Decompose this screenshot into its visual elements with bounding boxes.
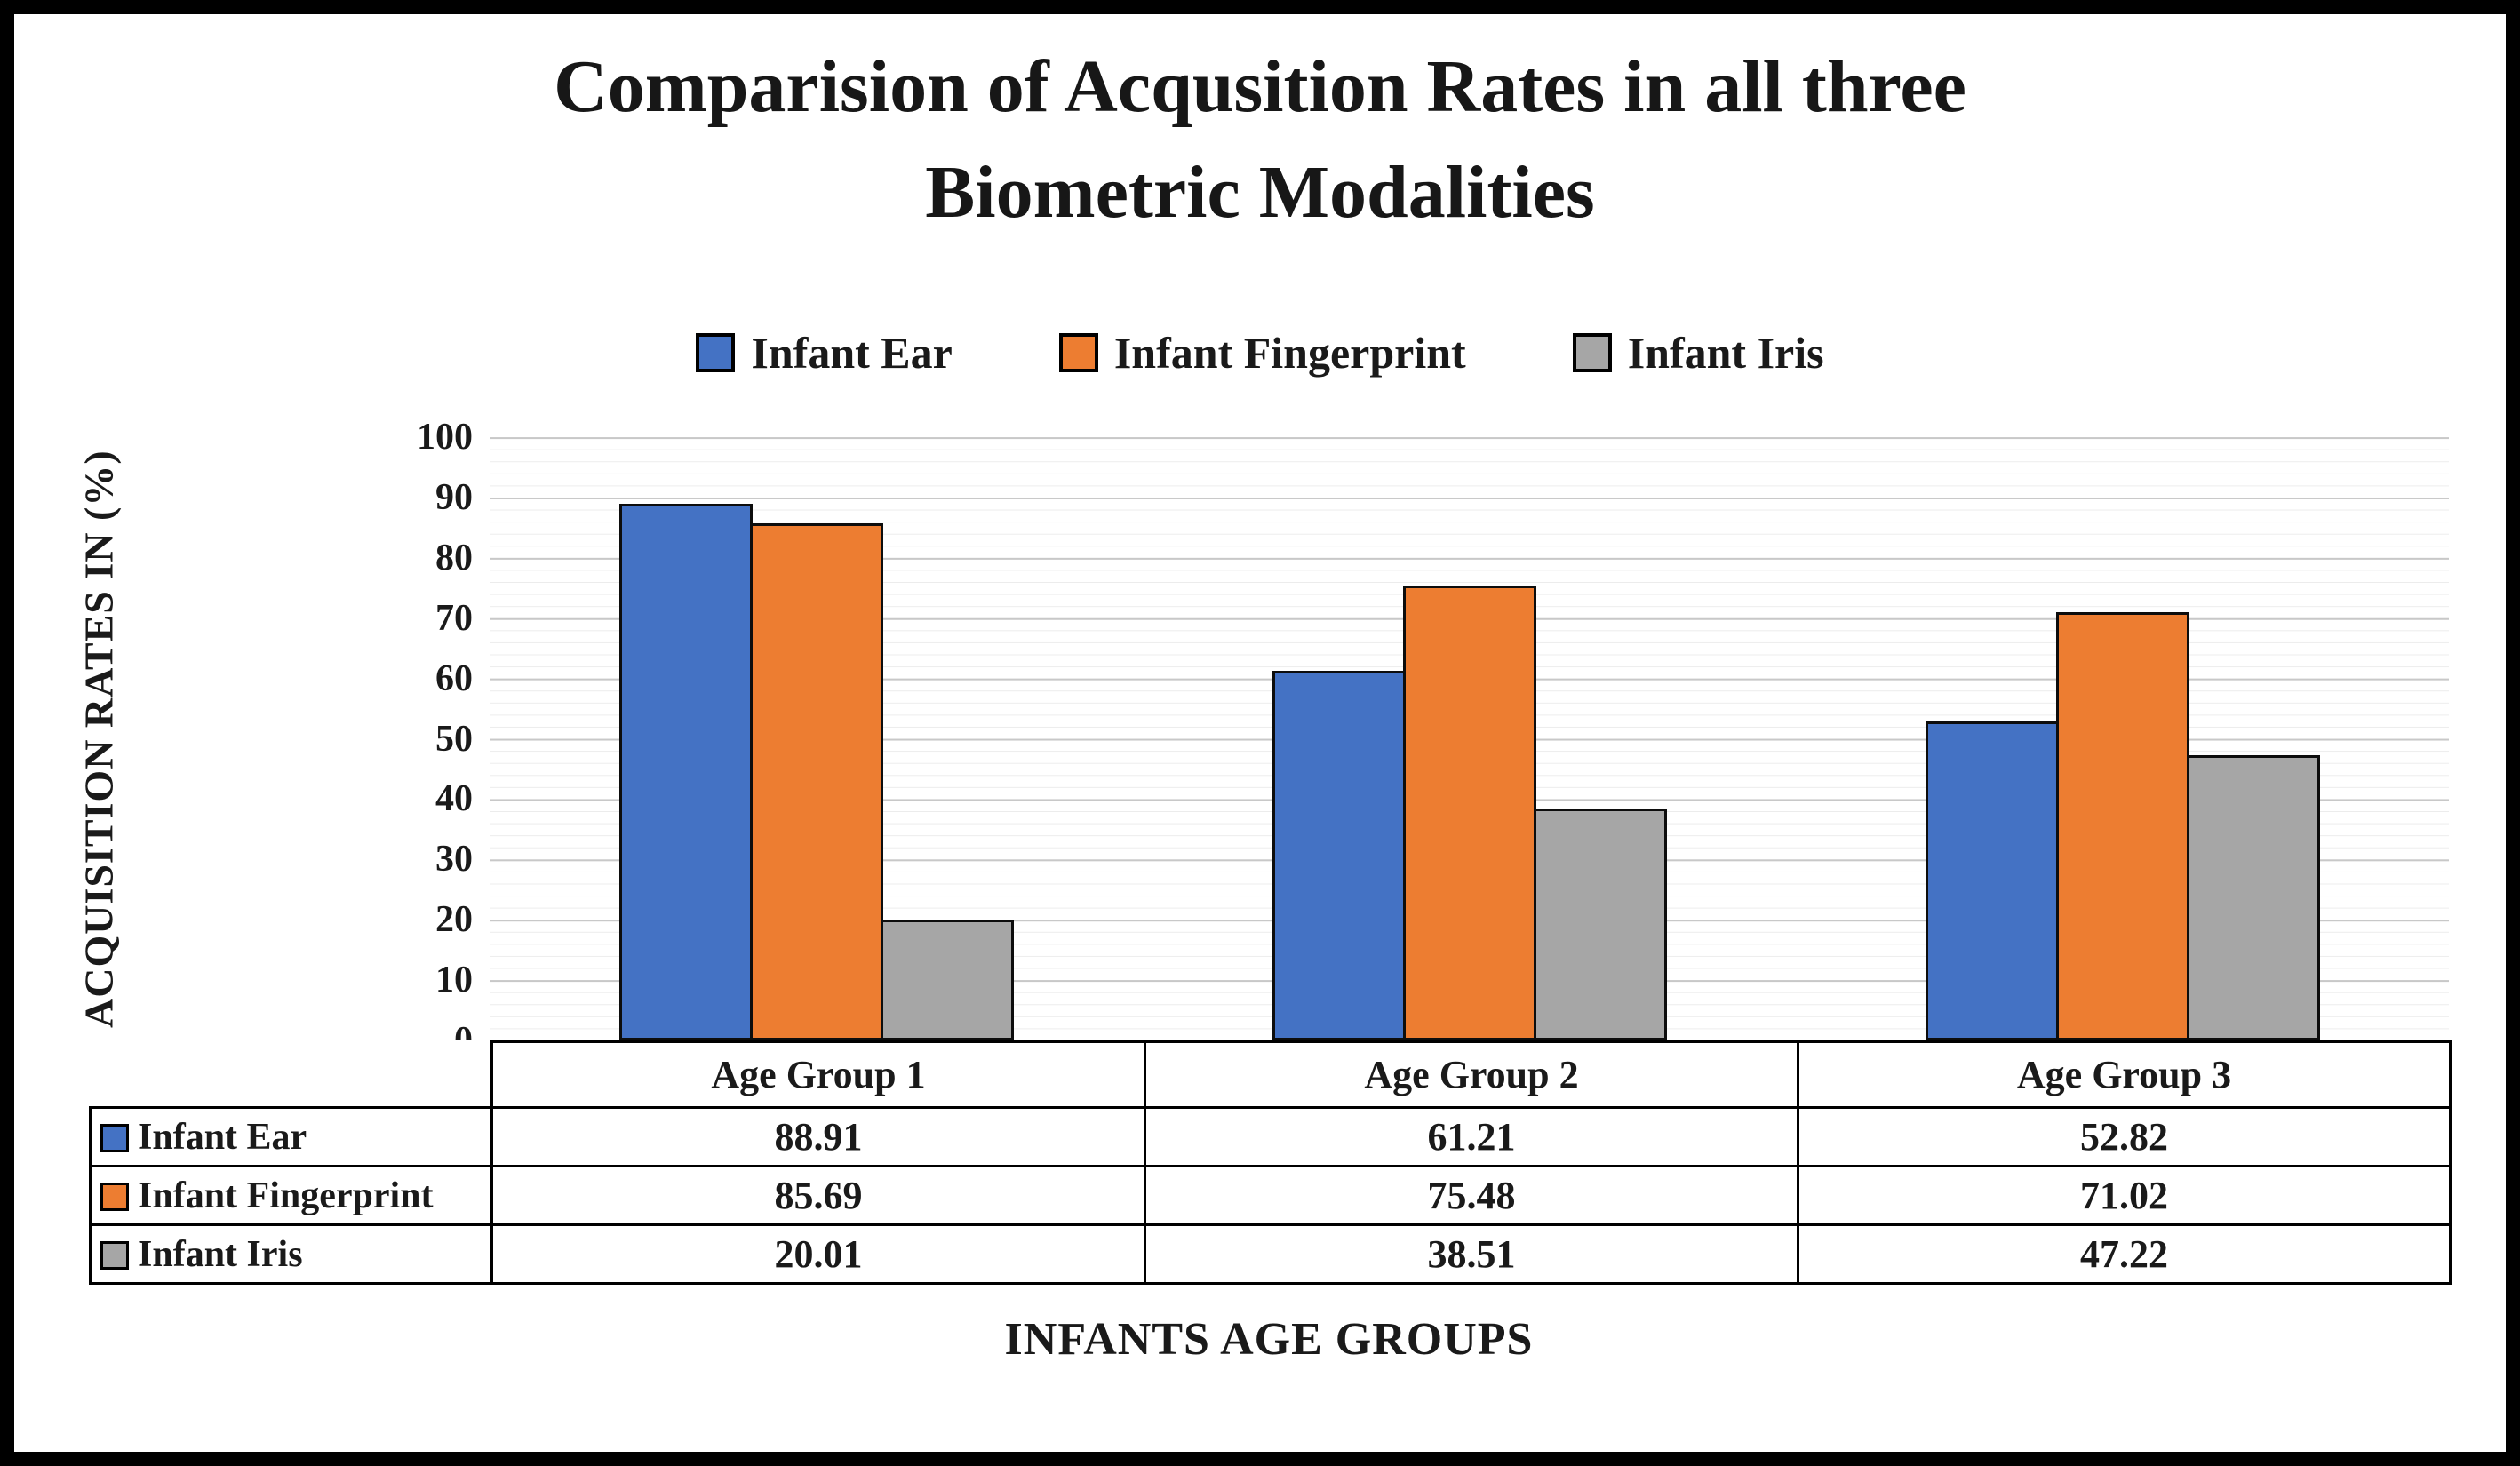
y-axis-tick-labels: 0102030405060708090100: [331, 417, 473, 1061]
y-tick-60: 60: [435, 657, 473, 699]
legend-item-infant-iris: Infant Iris: [1572, 327, 1824, 378]
legend-item-infant-ear: Infant Ear: [696, 327, 953, 378]
y-tick-90: 90: [435, 476, 473, 518]
series-name: Infant Iris: [138, 1233, 303, 1275]
legend-label: Infant Iris: [1627, 328, 1824, 378]
value-infant-fingerprint-age-group-1: 85.69: [490, 1165, 1146, 1226]
y-tick-80: 80: [435, 537, 473, 578]
bar-infant-iris-age-group-3: [2186, 755, 2320, 1040]
y-tick-40: 40: [435, 778, 473, 820]
chart-title-line-2: Biometric Modalities: [925, 151, 1595, 235]
bar-infant-fingerprint-age-group-3: [2055, 611, 2189, 1040]
bar-infant-fingerprint-age-group-1: [750, 523, 884, 1040]
chart-title: Comparision of Acqusition Rates in all t…: [14, 34, 2506, 246]
table-header-row: Age Group 1 Age Group 2 Age Group 3: [91, 1040, 2452, 1109]
data-table-region: Age Group 1 Age Group 2 Age Group 3 Infant …: [89, 1040, 2452, 1285]
value-infant-iris-age-group-2: 38.51: [1144, 1223, 1799, 1285]
bar-infant-fingerprint-age-group-2: [1403, 585, 1536, 1040]
bar-infant-ear-age-group-3: [1925, 721, 2059, 1040]
chart-title-line-1: Comparision of Acqusition Rates in all t…: [554, 45, 1966, 128]
value-infant-fingerprint-age-group-3: 71.02: [1797, 1165, 2452, 1226]
series-swatch-icon: [100, 1240, 129, 1270]
data-table: Age Group 1 Age Group 2 Age Group 3 Infant …: [89, 1040, 2452, 1285]
table-row-infant-iris: Infant Iris 20.01 38.51 47.22: [89, 1223, 2452, 1285]
y-tick-70: 70: [435, 597, 473, 639]
bar-group-age-group-2: [1144, 437, 1797, 1040]
legend-swatch-icon: [1058, 333, 1098, 372]
value-infant-ear-age-group-2: 61.21: [1144, 1106, 1799, 1167]
plot-area: [490, 437, 2449, 1040]
x-axis-title: INFANTS AGE GROUPS: [1004, 1314, 1534, 1365]
table-corner-cell: [91, 1042, 492, 1108]
y-tick-30: 30: [435, 839, 473, 880]
value-infant-ear-age-group-1: 88.91: [490, 1106, 1146, 1167]
y-axis-title: ACQUISITION RATES IN (%): [76, 450, 122, 1029]
legend-swatch-icon: [1572, 333, 1612, 372]
y-tick-50: 50: [435, 718, 473, 760]
series-swatch-icon: [100, 1123, 129, 1152]
series-label-cell: Infant Iris: [89, 1223, 493, 1285]
bar-group-age-group-3: [1796, 437, 2449, 1040]
series-label-cell: Infant Ear: [89, 1106, 493, 1167]
category-header-age-group-1: Age Group 1: [490, 1040, 1146, 1109]
y-tick-100: 100: [417, 417, 473, 458]
table-row-infant-fingerprint: Infant Fingerprint 85.69 75.48 71.02: [89, 1165, 2452, 1226]
legend-label: Infant Fingerprint: [1113, 328, 1466, 378]
category-header-age-group-3: Age Group 3: [1797, 1040, 2452, 1109]
legend-item-infant-fingerprint: Infant Fingerprint: [1058, 327, 1466, 378]
value-infant-iris-age-group-1: 20.01: [490, 1223, 1146, 1285]
legend-label: Infant Ear: [751, 328, 953, 378]
series-swatch-icon: [100, 1182, 129, 1211]
series-name: Infant Ear: [138, 1116, 307, 1158]
value-infant-iris-age-group-3: 47.22: [1797, 1223, 2452, 1285]
y-tick-20: 20: [435, 899, 473, 941]
y-tick-10: 10: [435, 960, 473, 1001]
series-label-cell: Infant Fingerprint: [89, 1165, 493, 1226]
table-row-infant-ear: Infant Ear 88.91 61.21 52.82: [89, 1106, 2452, 1167]
value-infant-ear-age-group-3: 52.82: [1797, 1106, 2452, 1167]
category-header-age-group-2: Age Group 2: [1144, 1040, 1799, 1109]
series-name: Infant Fingerprint: [138, 1175, 434, 1216]
bar-infant-iris-age-group-1: [881, 920, 1015, 1040]
legend: Infant Ear Infant Fingerprint Infant Iris: [14, 327, 2506, 378]
bar-group-age-group-1: [490, 437, 1144, 1040]
value-infant-fingerprint-age-group-2: 75.48: [1144, 1165, 1799, 1226]
bar-infant-iris-age-group-2: [1534, 808, 1667, 1040]
legend-swatch-icon: [696, 333, 736, 372]
bar-infant-ear-age-group-1: [619, 504, 754, 1040]
bar-infant-ear-age-group-2: [1272, 671, 1406, 1040]
